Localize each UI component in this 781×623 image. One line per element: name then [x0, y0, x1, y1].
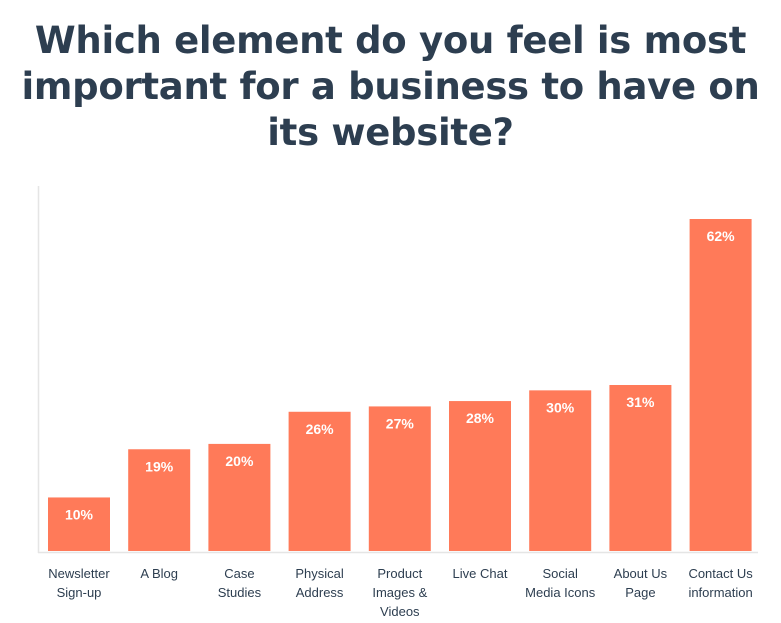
bar-value-label-0: 10% — [65, 506, 94, 522]
x-tick-label-8-line-0: Contact Us — [688, 566, 753, 581]
bar-value-label-8: 62% — [707, 228, 736, 244]
x-tick-label-4-line-2: Videos — [380, 604, 420, 619]
bar-7 — [609, 385, 672, 551]
x-tick-label-2: Case Studies — [218, 566, 262, 600]
bar-1 — [128, 449, 191, 551]
x-tick-label-0-line-1: Sign-up — [57, 585, 102, 600]
x-tick-label-7-line-1: Page — [625, 585, 655, 600]
x-tick-label-3-line-1: Address — [296, 585, 344, 600]
x-tick-label-3-line-0: Physical — [295, 566, 344, 581]
bar-value-label-4: 27% — [386, 415, 415, 431]
x-tick-label-6-line-1: Media Icons — [525, 585, 596, 600]
x-tick-label-8-line-1: information — [688, 585, 752, 600]
bar-value-label-3: 26% — [306, 421, 335, 437]
x-tick-label-6: Social Media Icons — [525, 566, 596, 600]
bar-6 — [529, 390, 592, 551]
x-tick-label-7: About Us Page — [614, 566, 668, 600]
x-tick-label-1-line-0: A Blog — [140, 566, 178, 581]
bars-group: 10% Newsletter Sign-up 19% A Blog 20% Case Stud… — [48, 219, 753, 619]
x-tick-label-0: Newsletter Sign-up — [48, 566, 110, 600]
bar-3 — [288, 411, 351, 551]
x-tick-label-6-line-0: Social — [542, 566, 578, 581]
chart-title: Which element do you feel is most import… — [21, 19, 760, 154]
x-tick-label-8: Contact Us information — [688, 566, 753, 600]
bar-2 — [208, 443, 271, 551]
x-tick-label-0-line-0: Newsletter — [48, 566, 110, 581]
bar-value-label-1: 19% — [145, 458, 174, 474]
x-tick-label-2-line-0: Case — [224, 566, 254, 581]
bar-8 — [689, 219, 752, 551]
bar-value-label-7: 31% — [626, 394, 655, 410]
bar-value-label-6: 30% — [546, 399, 575, 415]
x-tick-label-3: Physical Address — [295, 566, 344, 600]
x-tick-label-5-line-0: Live Chat — [453, 566, 508, 581]
x-tick-label-4: Product Images & Videos — [372, 566, 427, 619]
x-tick-label-5: Live Chat — [453, 566, 508, 581]
bar-0 — [48, 497, 110, 551]
bar-5 — [449, 401, 511, 551]
bar-value-label-2: 20% — [225, 453, 254, 469]
x-tick-label-1: A Blog — [140, 566, 178, 581]
x-tick-label-2-line-1: Studies — [218, 585, 262, 600]
x-tick-label-4-line-0: Product — [377, 566, 422, 581]
x-tick-label-7-line-0: About Us — [614, 566, 668, 581]
bar-value-label-5: 28% — [466, 410, 495, 426]
bar-4 — [368, 406, 431, 551]
x-tick-label-4-line-1: Images & — [372, 585, 427, 600]
